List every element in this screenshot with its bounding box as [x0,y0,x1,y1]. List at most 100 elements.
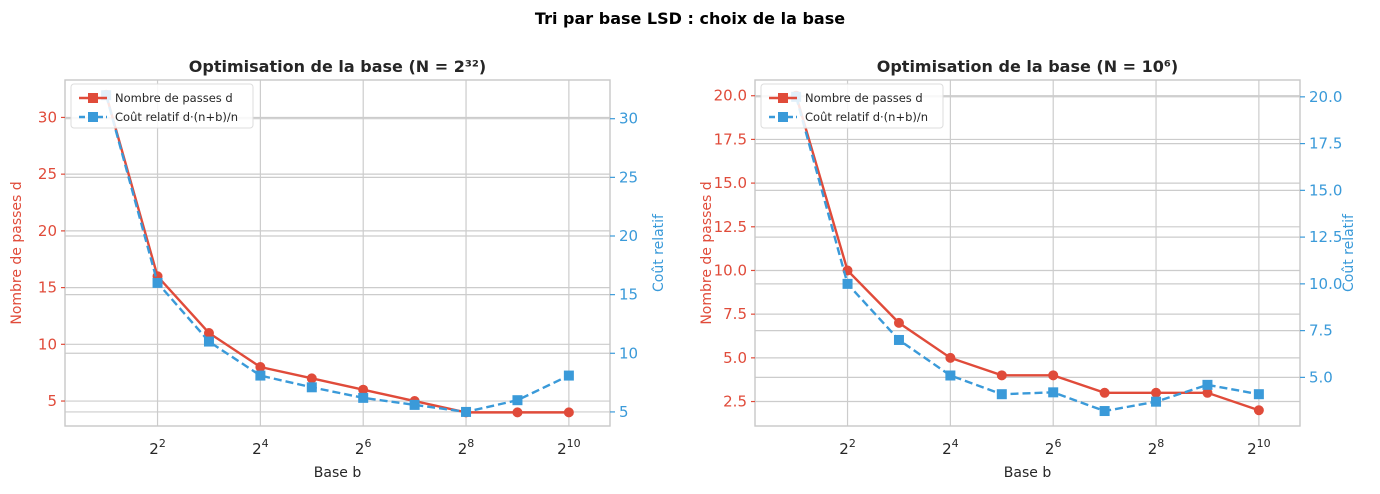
x-tick-base: 2 [355,440,365,458]
y-tick-label-left: 5.0 [723,349,747,367]
y-tick-label-right: 12.5 [1309,228,1342,246]
y-tick-label-left: 25 [38,165,57,183]
passes-point [1048,370,1059,381]
x-tick-exponent: 4 [262,437,269,450]
x-tick-base: 2 [458,440,468,458]
x-tick-label: 24 [942,437,959,458]
cost-point [255,370,266,381]
passes-series-line [794,95,1260,412]
y-tick-label-left: 20.0 [714,87,747,105]
chart-title: Optimisation de la base (N = 2³²) [189,57,486,76]
passes-point [945,352,956,363]
y-tick-label-right: 7.5 [1309,322,1333,340]
x-tick-base: 2 [1247,440,1257,458]
x-tick-base: 2 [1045,440,1055,458]
x-tick-label: 24 [252,437,269,458]
x-tick-base: 2 [942,440,952,458]
x-tick-exponent: 8 [1157,437,1164,450]
cost-series-line [104,94,570,414]
chart-right: 22 24 26 28 2102.55.07.510.012.515.017.520.0… [699,57,1357,481]
chart-title: Optimisation de la base (N = 10⁶) [877,57,1179,76]
y-tick-label-right: 15 [619,286,638,304]
y-tick-label-left: 15 [38,279,57,297]
cost-series-line [794,96,1260,413]
y-tick-label-left: 2.5 [723,393,747,411]
y-tick-label-right: 10.0 [1309,275,1342,293]
cost-point [1253,389,1264,400]
x-tick-label: 210 [557,437,581,458]
passes-point [893,317,904,328]
legend-box [760,83,944,129]
legend-label: Coût relatif d·(n+b)/n [115,110,238,124]
x-tick-exponent: 10 [567,437,581,450]
y-tick-label-left: 7.5 [723,305,747,323]
cost-point [1099,406,1110,417]
cost-point [893,334,904,345]
passes-point [1253,405,1264,416]
legend-marker [88,93,98,103]
y-tick-label-right: 17.5 [1309,135,1342,153]
x-tick-exponent: 2 [849,437,856,450]
y-tick-label-left: 12.5 [714,218,747,236]
figure-suptitle: Tri par base LSD : choix de la base [535,9,845,28]
x-tick-label: 26 [1045,437,1062,458]
cost-point [203,336,214,347]
y-tick-label-left: 10.0 [714,261,747,279]
x-tick-label: 22 [839,437,856,458]
y-tick-label-left: 20 [38,222,57,240]
x-tick-base: 2 [839,440,849,458]
cost-point [945,370,956,381]
cost-point [1048,387,1059,398]
x-tick-label: 210 [1247,437,1271,458]
y-tick-label-right: 5.0 [1309,368,1333,386]
chart-left: 22 24 26 28 2105101520253051015202530Optimis… [9,57,667,481]
x-axis-label: Base b [1004,465,1052,481]
cost-point [358,392,369,403]
x-tick-exponent: 6 [364,437,371,450]
y-tick-label-left: 17.5 [714,130,747,148]
passes-point [1151,387,1162,398]
y-tick-label-right: 10 [619,344,638,362]
cost-point [563,370,574,381]
x-tick-base: 2 [557,440,567,458]
passes-point [996,370,1007,381]
x-tick-exponent: 4 [952,437,959,450]
cost-point [996,389,1007,400]
cost-point [1151,396,1162,407]
y-tick-label-left: 15.0 [714,174,747,192]
x-tick-base: 2 [252,440,262,458]
y-axis-label-left: Nombre de passes d [699,181,715,324]
y-tick-label-right: 5 [619,403,629,421]
x-tick-exponent: 2 [159,437,166,450]
x-tick-base: 2 [1148,440,1158,458]
x-tick-label: 26 [355,437,372,458]
x-tick-label: 28 [458,437,475,458]
y-axis-label-right: Coût relatif [1341,213,1357,292]
y-tick-label-left: 10 [38,335,57,353]
y-tick-label-left: 30 [38,108,57,126]
x-tick-exponent: 6 [1054,437,1061,450]
passes-point [1099,387,1110,398]
legend-label: Coût relatif d·(n+b)/n [805,110,928,124]
passes-point [563,407,574,418]
x-tick-exponent: 10 [1257,437,1271,450]
passes-point [255,362,266,373]
plot-frame [754,79,1301,427]
y-tick-label-right: 15.0 [1309,181,1342,199]
y-tick-label-right: 30 [619,110,638,128]
y-axis-label-left: Nombre de passes d [9,181,25,324]
y-axis-label-right: Coût relatif [651,213,667,292]
x-tick-label: 22 [149,437,166,458]
cost-point [152,277,163,288]
passes-series-line [104,94,569,414]
x-tick-label: 28 [1148,437,1165,458]
passes-point [358,384,369,395]
cost-point [842,278,853,289]
legend: Nombre de passes d Coût relatif d·(n+b)/n [70,83,254,129]
y-tick-label-right: 25 [619,168,638,186]
legend-marker [88,112,98,122]
passes-point [512,407,523,418]
x-tick-base: 2 [149,440,159,458]
passes-point [1202,387,1213,398]
